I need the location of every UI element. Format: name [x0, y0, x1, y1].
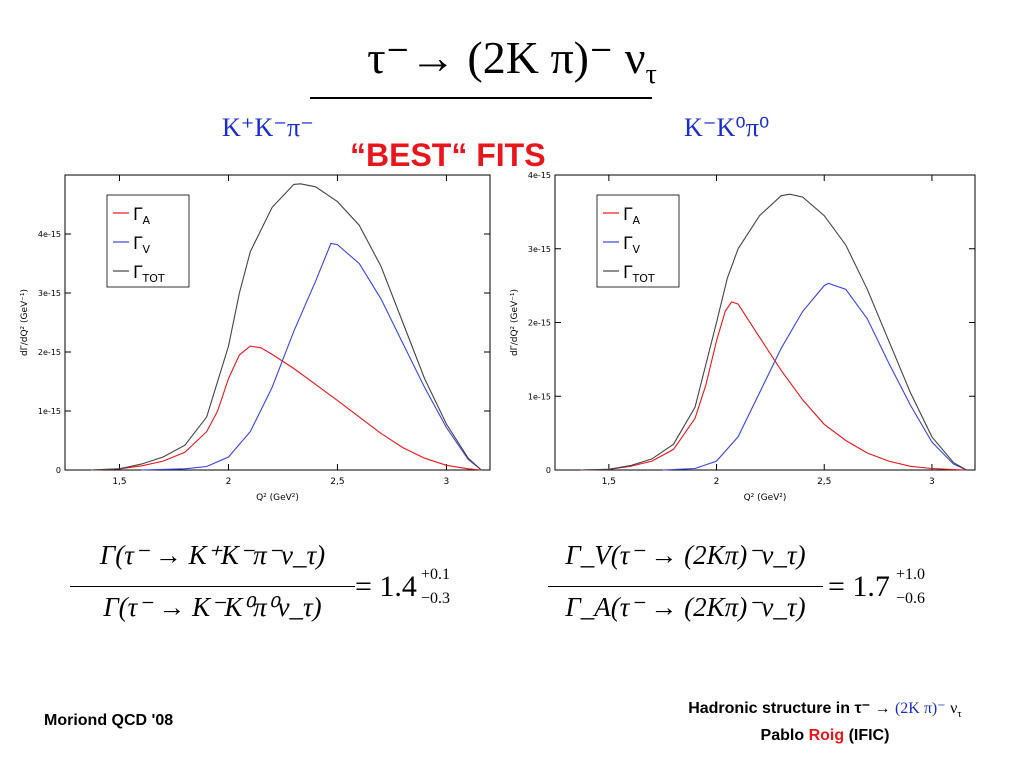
series-line-γ-v [662, 282, 967, 471]
y-tick-label: 0 [546, 466, 551, 475]
right-equation-lower-error: −0.6 [896, 590, 926, 607]
y-tick-label: 2e-15 [38, 348, 61, 357]
right-fraction-bar [548, 586, 823, 587]
y-tick-label: 1e-15 [528, 392, 551, 401]
right-chart: 1,5 2 2,5 3 0 1e-15 2e-15 3e-15 4e-15 Q² (GeV²) dΓ… [510, 171, 976, 503]
slide-title-text: τ⁻→ (2K π)⁻ ν [367, 32, 646, 83]
legend-entry: ΓA [623, 205, 640, 227]
legend-entry: ΓA [133, 205, 150, 227]
right-ratio-equation: Γ_V(τ⁻ → (2Kπ)⁻ν_τ) Γ_A(τ⁻ → (2Kπ)⁻ν_τ) [548, 540, 838, 635]
legend-entry: ΓTOT [623, 263, 655, 285]
right-equation-upper-error: +1.0 [896, 566, 926, 583]
footer-title-prefix: Hadronic structure in τ⁻ → [688, 700, 891, 717]
footer-title-process: (2K π)⁻ [894, 700, 946, 717]
y-tick-label: 4e-15 [38, 230, 61, 239]
footer-title-tau-subscript: τ [957, 708, 962, 721]
left-equation-lower-error: −0.3 [421, 590, 451, 607]
footer-talk-title: Hadronic structure in τ⁻ → (2K π)⁻ ντ [640, 698, 1010, 725]
left-panel-label: K⁺K⁻π⁻ [222, 113, 314, 142]
x-tick-label: 3 [444, 477, 450, 487]
legend-entry: ΓV [623, 234, 640, 256]
y-tick-label: 2e-15 [528, 319, 551, 328]
slide-title: τ⁻→ (2K π)⁻ ντ [0, 30, 1024, 91]
x-axis-label: Q² (GeV²) [744, 493, 787, 503]
y-tick-label: 4e-15 [528, 171, 551, 180]
right-equation-denominator: Γ_A(τ⁻ → (2Kπ)⁻ν_τ) [565, 592, 806, 622]
right-equation-value: = 1.7 [828, 570, 890, 603]
y-tick-label: 1e-15 [38, 407, 61, 416]
x-tick-label: 1,5 [112, 477, 126, 487]
x-tick-label: 2,5 [330, 477, 344, 487]
footer-author-first: Pablo [760, 727, 805, 745]
left-ratio-equation: Γ(τ⁻ → K⁺K⁻π⁻ν_τ) Γ(τ⁻ → K⁻K⁰π⁰ν_τ) [70, 540, 370, 635]
y-axis-label: dΓ/dQ² (GeV⁻¹) [20, 289, 30, 356]
legend-box [106, 194, 190, 288]
x-tick-label: 1,5 [602, 477, 616, 487]
y-tick-label: 3e-15 [528, 245, 551, 254]
legend-entry: ΓV [133, 234, 150, 256]
footer-talk-info: Hadronic structure in τ⁻ → (2K π)⁻ ντ Pa… [640, 698, 1010, 747]
left-equation-denominator: Γ(τ⁻ → K⁻K⁰π⁰ν_τ) [103, 592, 322, 622]
footer-author-last: Roig [808, 727, 845, 745]
series-line-γ-a [91, 345, 482, 471]
series-line-γ-v [141, 242, 482, 471]
legend-box [596, 194, 680, 288]
left-fraction-bar [70, 586, 355, 587]
x-axis-label: Q² (GeV²) [256, 493, 299, 503]
title-underline [310, 97, 652, 99]
slide-title-subscript: τ [645, 59, 657, 91]
x-tick-label: 2 [226, 477, 232, 487]
x-tick-label: 2 [714, 477, 720, 487]
footer-conference: Moriond QCD '08 [44, 712, 174, 729]
series-line-γ-tot [91, 183, 482, 471]
left-chart: 1,5 2 2,5 3 0 1e-15 2e-15 3e-15 4e-15 Q² (GeV²) dΓ… [20, 174, 491, 503]
series-line-γ-tot [580, 193, 967, 471]
legend-entry: ΓTOT [133, 263, 165, 285]
series-line-γ-a [580, 301, 967, 471]
x-tick-label: 2,5 [817, 477, 831, 487]
footer-title-nu: ν [950, 700, 958, 717]
footer-author: Pablo Roig (IFIC) [640, 725, 1010, 747]
x-tick-label: 3 [929, 477, 935, 487]
footer-author-affiliation: (IFIC) [848, 727, 890, 745]
right-equation-numerator: Γ_V(τ⁻ → (2Kπ)⁻ν_τ) [565, 540, 806, 570]
left-equation-value: = 1.4 [355, 570, 417, 603]
y-tick-label: 3e-15 [38, 289, 61, 298]
y-tick-label: 0 [56, 466, 61, 475]
left-equation-numerator: Γ(τ⁻ → K⁺K⁻π⁻ν_τ) [99, 540, 326, 570]
y-axis-label: dΓ/dQ² (GeV⁻¹) [510, 289, 520, 356]
right-panel-label: K⁻K⁰π⁰ [684, 113, 770, 142]
left-equation-upper-error: +0.1 [421, 566, 451, 583]
best-fits-label: “BEST“ FITS [350, 137, 546, 173]
